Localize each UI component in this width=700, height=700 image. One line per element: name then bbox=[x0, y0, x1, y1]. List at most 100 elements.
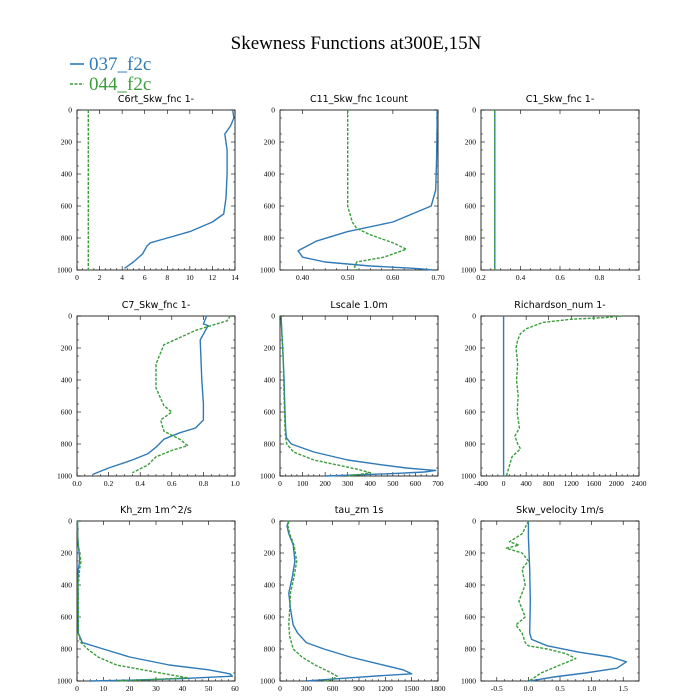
legend: 037_f2c 044_f2c bbox=[70, 54, 151, 95]
plot-frame bbox=[279, 315, 439, 477]
x-tick-label: 600 bbox=[410, 479, 422, 488]
x-tick-label: 0 bbox=[502, 479, 506, 488]
x-tick-label: 100 bbox=[297, 479, 309, 488]
series-line-037-f2c bbox=[297, 110, 438, 271]
panel-9: Skw_velocity 1m/s -0.5 0.0 0.5 1.0 1.5 0 200 400… bbox=[461, 505, 640, 693]
y-tick-label: 200 bbox=[61, 138, 73, 147]
x-tick-label: 0 bbox=[75, 273, 79, 282]
x-tick-label: 0.6 bbox=[555, 273, 565, 282]
x-tick-label: 0.5 bbox=[555, 684, 565, 693]
x-tick-label: 20 bbox=[126, 684, 134, 693]
panel-title: C1_Skw_fnc 1- bbox=[526, 94, 595, 105]
y-tick-label: 1000 bbox=[57, 677, 72, 686]
panel-4: C7_Skw_fnc 1- 0.0 0.2 0.4 0.6 0.8 1.0 0 200 400 60… bbox=[57, 300, 240, 488]
series-line-037-f2c bbox=[527, 521, 628, 682]
series-line-037-f2c bbox=[286, 520, 413, 682]
x-tick-label: 300 bbox=[342, 479, 354, 488]
y-tick-label: 800 bbox=[61, 234, 73, 243]
series-line-037-f2c bbox=[76, 520, 234, 682]
y-tick-label: 0 bbox=[271, 106, 275, 115]
series-line-044-f2c bbox=[347, 110, 408, 271]
y-tick-label: 600 bbox=[61, 613, 73, 622]
x-tick-label: 0 bbox=[75, 684, 79, 693]
y-tick-label: 200 bbox=[264, 344, 276, 353]
x-tick-label: -0.5 bbox=[491, 684, 503, 693]
panel-title: C6rt_Skw_fnc 1- bbox=[118, 94, 194, 105]
x-tick-label: 1.5 bbox=[619, 684, 629, 693]
x-tick-label: 0 bbox=[278, 684, 282, 693]
x-tick-label: 500 bbox=[387, 479, 399, 488]
y-tick-label: 1000 bbox=[260, 266, 275, 275]
series-line-037-f2c bbox=[92, 315, 209, 476]
y-tick-label: 600 bbox=[465, 202, 477, 211]
x-tick-label: 600 bbox=[327, 684, 339, 693]
x-tick-label: 60 bbox=[231, 684, 239, 693]
y-tick-label: 200 bbox=[264, 138, 276, 147]
x-tick-label: 2 bbox=[98, 273, 102, 282]
x-tick-label: 0.8 bbox=[199, 479, 209, 488]
plot-frame bbox=[480, 315, 640, 477]
y-tick-label: 200 bbox=[61, 549, 73, 558]
y-tick-label: 0 bbox=[68, 517, 72, 526]
plot-frame bbox=[480, 109, 640, 271]
x-tick-label: 0.4 bbox=[516, 273, 526, 282]
plot-frame bbox=[279, 109, 439, 271]
y-tick-label: 0 bbox=[472, 517, 476, 526]
series-line-044-f2c bbox=[76, 520, 189, 682]
x-tick-label: 1 bbox=[637, 273, 641, 282]
panel-title: C11_Skw_fnc 1count bbox=[310, 94, 408, 105]
y-tick-label: 1000 bbox=[260, 677, 275, 686]
y-tick-label: 600 bbox=[61, 408, 73, 417]
x-tick-label: 4 bbox=[120, 273, 124, 282]
x-tick-label: 0 bbox=[278, 479, 282, 488]
plot-frame bbox=[76, 315, 236, 477]
x-tick-label: 1.0 bbox=[587, 684, 597, 693]
x-tick-label: 700 bbox=[432, 479, 444, 488]
y-tick-label: 600 bbox=[465, 408, 477, 417]
legend-item-037: 037_f2c bbox=[70, 54, 151, 75]
y-tick-label: 800 bbox=[465, 645, 477, 654]
panel-3: C1_Skw_fnc 1- 0.2 0.4 0.6 0.8 1 0 200 400 600 800 1… bbox=[461, 94, 641, 282]
y-tick-label: 800 bbox=[61, 440, 73, 449]
x-tick-label: 2400 bbox=[632, 479, 647, 488]
panel-5: Lscale 1.0m 0 100 200 300 400 500 600 700 0 200 400… bbox=[260, 300, 444, 488]
x-tick-label: 0.50 bbox=[341, 273, 354, 282]
series-line-044-f2c bbox=[505, 520, 577, 682]
x-tick-label: 10 bbox=[100, 684, 108, 693]
x-tick-label: 10 bbox=[186, 273, 194, 282]
panel-title: tau_zm 1s bbox=[335, 505, 384, 516]
panel-8: tau_zm 1s 0 300 600 900 1200 1500 1800 0 200 400 60… bbox=[260, 505, 446, 693]
x-tick-label: 40 bbox=[179, 684, 187, 693]
y-tick-label: 0 bbox=[271, 517, 275, 526]
y-tick-label: 400 bbox=[61, 170, 73, 179]
panel-title: C7_Skw_fnc 1- bbox=[122, 300, 191, 311]
y-tick-label: 0 bbox=[68, 106, 72, 115]
y-tick-label: 0 bbox=[271, 312, 275, 321]
plot-frame bbox=[76, 520, 236, 682]
panel-6: Richardson_num 1--400 0 400 800 1200 1600 2000… bbox=[461, 300, 647, 488]
y-tick-label: 600 bbox=[264, 613, 276, 622]
x-tick-label: 400 bbox=[521, 479, 533, 488]
x-tick-label: 0.8 bbox=[595, 273, 605, 282]
y-tick-label: 0 bbox=[472, 312, 476, 321]
y-tick-label: 200 bbox=[465, 549, 477, 558]
series-line-037-f2c bbox=[280, 315, 437, 477]
x-tick-label: 0.40 bbox=[296, 273, 309, 282]
y-tick-label: 1000 bbox=[57, 266, 72, 275]
legend-label-044: 044_f2c bbox=[89, 74, 151, 95]
panels-grid: C6rt_Skw_fnc 1-0 2 4 6 8 10 12 1402004006008001… bbox=[57, 94, 647, 693]
x-tick-label: 50 bbox=[205, 684, 213, 693]
x-tick-label: 0.0 bbox=[524, 684, 534, 693]
figure-title: Skewness Functions at300E,15N bbox=[231, 33, 482, 54]
x-tick-label: 900 bbox=[353, 684, 365, 693]
x-tick-label: 1.0 bbox=[230, 479, 240, 488]
y-tick-label: 1000 bbox=[461, 472, 476, 481]
y-tick-label: 600 bbox=[61, 202, 73, 211]
x-tick-label: 0.6 bbox=[167, 479, 177, 488]
y-tick-label: 800 bbox=[264, 645, 276, 654]
y-tick-label: 800 bbox=[465, 234, 477, 243]
y-tick-label: 600 bbox=[264, 202, 276, 211]
y-tick-label: 1000 bbox=[260, 472, 275, 481]
x-tick-label: 12 bbox=[209, 273, 217, 282]
x-tick-label: 1600 bbox=[586, 479, 601, 488]
